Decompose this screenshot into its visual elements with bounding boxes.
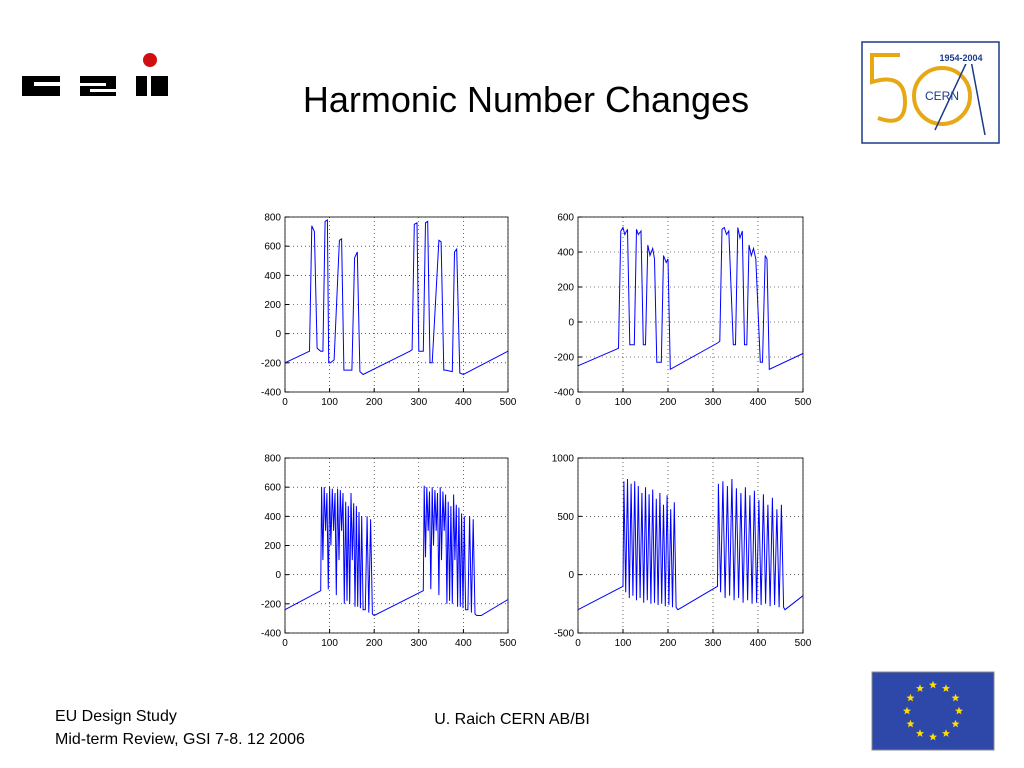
y-tick-label: 600 xyxy=(264,483,281,494)
plot-area xyxy=(285,217,508,392)
x-tick-label: 0 xyxy=(575,638,581,649)
data-line xyxy=(284,218,509,376)
x-tick-label: 300 xyxy=(705,397,722,408)
star xyxy=(951,719,960,728)
plot-frame xyxy=(284,216,509,393)
x-tick-label: 300 xyxy=(410,397,427,408)
plot-frame xyxy=(577,457,804,634)
y-tick-label: 0 xyxy=(568,570,574,581)
x-tick-label: 200 xyxy=(366,638,383,649)
star xyxy=(955,706,963,715)
star xyxy=(951,693,960,702)
y-tick-label: -400 xyxy=(554,388,574,399)
y-tick-label: 400 xyxy=(264,271,281,282)
x-tick-label: 500 xyxy=(500,638,517,649)
x-tick-label: 500 xyxy=(500,397,517,408)
y-tick-label: 0 xyxy=(275,329,281,340)
x-tick-label: 200 xyxy=(660,638,677,649)
star xyxy=(942,684,950,692)
y-tick-label: 200 xyxy=(557,283,574,294)
y-tick-label: 600 xyxy=(264,242,281,253)
footer-left: EU Design Study xyxy=(55,708,177,725)
data-line xyxy=(284,485,509,617)
y-tick-label: 0 xyxy=(568,318,574,329)
data-line xyxy=(577,478,804,611)
y-tick-label: -200 xyxy=(261,358,281,369)
star xyxy=(906,719,915,728)
plot-frame xyxy=(284,457,509,634)
star xyxy=(942,729,950,737)
star xyxy=(903,706,911,715)
y-tick-label: -400 xyxy=(261,388,281,399)
x-tick-label: 400 xyxy=(455,397,472,408)
star xyxy=(916,729,924,737)
y-tick-label: 800 xyxy=(264,454,281,465)
cern-name: CERN xyxy=(925,89,959,103)
y-tick-label: 0 xyxy=(275,570,281,581)
x-tick-label: 100 xyxy=(321,638,338,649)
y-tick-label: 1000 xyxy=(552,454,575,465)
x-tick-label: 400 xyxy=(455,638,472,649)
star xyxy=(929,732,937,741)
x-tick-label: 0 xyxy=(575,397,581,408)
plot-area xyxy=(578,458,803,633)
y-tick-label: 200 xyxy=(264,300,281,311)
y-tick-label: -400 xyxy=(261,629,281,640)
x-tick-label: 400 xyxy=(750,397,767,408)
plot-frame xyxy=(577,216,804,393)
gsi-logo xyxy=(22,53,168,96)
y-tick-label: 400 xyxy=(264,512,281,523)
x-tick-label: 100 xyxy=(615,638,632,649)
footer-center: U. Raich CERN AB/BI xyxy=(434,711,590,728)
data-line xyxy=(577,226,804,371)
x-tick-label: 300 xyxy=(705,638,722,649)
y-tick-label: -500 xyxy=(554,629,574,640)
y-tick-label: 600 xyxy=(557,213,574,224)
cern-years: 1954-2004 xyxy=(939,53,982,63)
plot-area xyxy=(578,217,803,392)
eu-flag xyxy=(871,671,995,751)
x-tick-label: 400 xyxy=(750,638,767,649)
x-tick-label: 500 xyxy=(795,397,812,408)
star xyxy=(929,680,937,689)
y-tick-label: -200 xyxy=(261,599,281,610)
x-tick-label: 100 xyxy=(321,397,338,408)
cern-logo: 1954-2004 CERN xyxy=(861,41,1000,144)
x-tick-label: 200 xyxy=(660,397,677,408)
x-tick-label: 0 xyxy=(282,397,288,408)
y-tick-label: 800 xyxy=(264,213,281,224)
y-tick-label: -200 xyxy=(554,353,574,364)
footer-left: Mid-term Review, GSI 7-8. 12 2006 xyxy=(55,731,305,748)
y-tick-label: 500 xyxy=(557,512,574,523)
title: Harmonic Number Changes xyxy=(303,79,749,120)
y-tick-label: 400 xyxy=(557,248,574,259)
x-tick-label: 300 xyxy=(410,638,427,649)
x-tick-label: 100 xyxy=(615,397,632,408)
x-tick-label: 0 xyxy=(282,638,288,649)
x-tick-label: 500 xyxy=(795,638,812,649)
star xyxy=(906,693,915,702)
y-tick-label: 200 xyxy=(264,541,281,552)
x-tick-label: 200 xyxy=(366,397,383,408)
star xyxy=(916,684,924,692)
